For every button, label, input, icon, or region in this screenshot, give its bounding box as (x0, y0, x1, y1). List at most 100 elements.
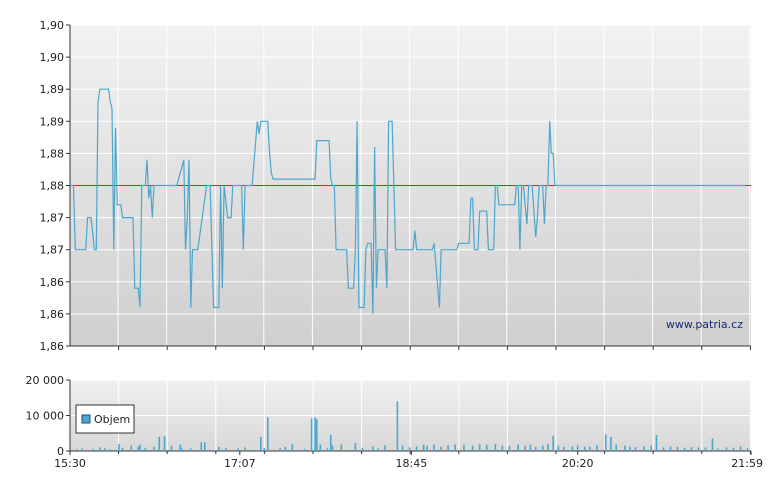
volume-bar (486, 445, 488, 451)
volume-bar (740, 446, 742, 451)
volume-bar (201, 442, 203, 451)
volume-bar (463, 445, 465, 451)
volume-bar (712, 439, 714, 451)
volume-bar (509, 446, 511, 451)
volume-bar (181, 449, 183, 452)
volume-bar (698, 447, 700, 451)
volume-bar (131, 446, 133, 451)
volume-bar (495, 444, 497, 451)
volume-bar (502, 446, 504, 451)
volume-bar (159, 437, 161, 451)
volume-bar (423, 445, 425, 451)
volume-bar (656, 435, 658, 451)
volume-y-tick-label: 10 000 (26, 410, 65, 423)
volume-bar (260, 437, 262, 451)
volume-bar (372, 446, 374, 451)
volume-bar (190, 449, 192, 452)
volume-bar (454, 445, 456, 451)
price-y-tick-label: 1,86 (40, 276, 65, 289)
volume-bar (426, 446, 428, 451)
volume-x-tick-label: 15:30 (54, 457, 86, 470)
volume-y-tick-label: 20 000 (26, 374, 65, 387)
volume-bar (705, 447, 707, 451)
volume-bar (530, 445, 532, 451)
volume-bar (517, 445, 519, 451)
price-y-tick-label: 1,87 (40, 244, 65, 257)
volume-bar (416, 446, 418, 451)
volume-bar (180, 445, 182, 451)
volume-bar (122, 448, 124, 451)
volume-bar (171, 446, 173, 451)
volume-bar (82, 449, 84, 452)
volume-bar (285, 447, 287, 451)
price-y-tick-label: 1,87 (40, 212, 65, 225)
volume-bar (164, 436, 166, 451)
volume-bar (615, 445, 617, 451)
volume-bar (76, 449, 78, 451)
volume-bar (605, 434, 607, 451)
volume-bar (409, 447, 411, 451)
volume-bar (244, 447, 246, 451)
volume-bar (596, 445, 598, 451)
price-x-tick-marks (119, 346, 751, 350)
volume-bar (279, 448, 281, 451)
volume-bar (433, 445, 435, 451)
volume-bar (110, 449, 112, 451)
volume-bar (316, 419, 318, 451)
volume-bar (145, 448, 147, 451)
watermark: www.patria.cz (666, 318, 743, 331)
volume-bar (535, 447, 537, 451)
volume-bar (99, 447, 101, 451)
volume-bar (684, 448, 686, 451)
volume-bar (264, 448, 266, 451)
volume-bar (204, 442, 206, 451)
volume-bar (138, 447, 140, 451)
volume-bar (547, 444, 549, 451)
volume-x-tick-label: 21:59 (731, 457, 763, 470)
volume-bar (225, 448, 227, 451)
volume-x-tick-label: 20:20 (562, 457, 594, 470)
volume-bar (362, 448, 364, 451)
volume-bar (384, 445, 386, 451)
volume-bar (402, 446, 404, 451)
volume-bar (629, 447, 631, 451)
price-y-tick-label: 1,86 (40, 340, 65, 353)
volume-bar (552, 436, 554, 451)
volume-bar (267, 417, 269, 451)
volume-bar (584, 447, 586, 451)
volume-bar (589, 447, 591, 451)
volume-bar (320, 445, 322, 451)
volume-bar (397, 401, 399, 451)
volume-bar (292, 444, 294, 451)
price-y-tick-label: 1,88 (40, 147, 65, 160)
volume-bar (747, 448, 749, 451)
volume-bar (726, 447, 728, 451)
volume-bar (153, 447, 155, 451)
volume-bar (447, 445, 449, 451)
volume-bar (542, 446, 544, 451)
volume-bar (472, 446, 474, 451)
price-y-tick-label: 1,88 (40, 180, 65, 193)
volume-bar (670, 446, 672, 451)
volume-bar (577, 445, 579, 451)
volume-bar (558, 446, 560, 451)
volume-bar (479, 444, 481, 451)
volume-bar (304, 449, 306, 451)
volume-legend: Objem (76, 405, 134, 433)
volume-bar (330, 435, 332, 451)
volume-bar (524, 446, 526, 451)
volume-bar (332, 446, 334, 451)
legend-label: Objem (94, 413, 130, 426)
volume-bar (118, 444, 120, 451)
volume-x-axis: 15:30 17:07 18:45 20:20 21:59 (54, 451, 763, 470)
volume-bar (563, 447, 565, 451)
volume-bar (92, 449, 94, 451)
volume-bar (635, 447, 637, 451)
price-y-tick-label: 1,86 (40, 308, 65, 321)
volume-bar (643, 446, 645, 451)
volume-x-tick-label: 17:07 (224, 457, 256, 470)
price-y-tick-label: 1,89 (40, 115, 65, 128)
volume-x-tick-label: 18:45 (396, 457, 428, 470)
